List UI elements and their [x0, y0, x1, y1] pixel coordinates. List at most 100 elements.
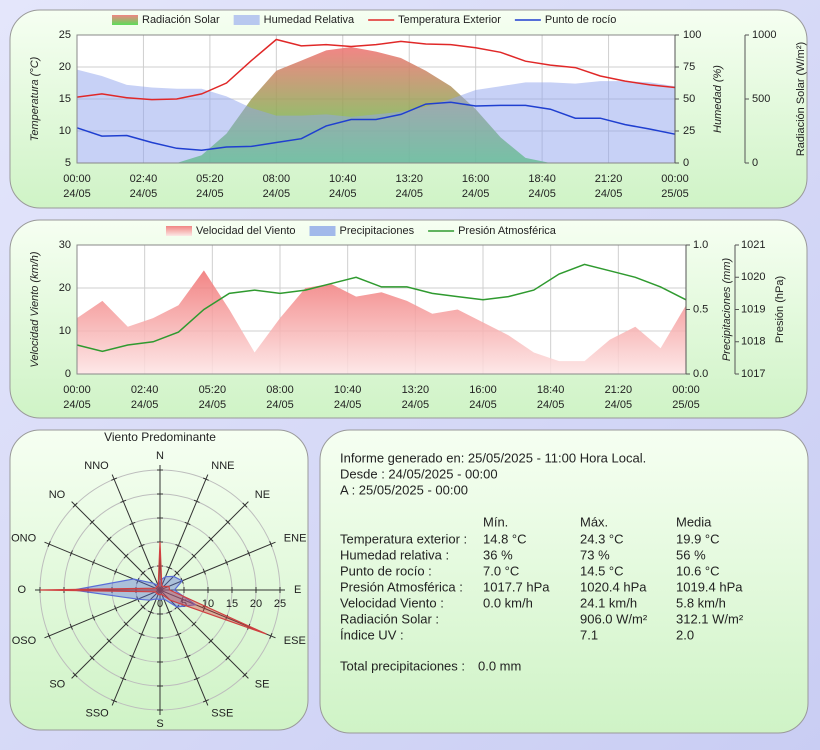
- x-tick-label: 08:00: [266, 384, 294, 396]
- x-tick-label: 25/05: [661, 188, 689, 200]
- spoke-tick: [208, 638, 214, 644]
- spoke: [159, 474, 209, 591]
- spoke-tick: [123, 621, 129, 627]
- x-tick-label: 10:40: [329, 173, 357, 185]
- spoke-tick: [147, 566, 154, 570]
- spoke-tick: [106, 536, 112, 542]
- direction-label: OSO: [12, 635, 37, 647]
- axis-title: Humedad (%): [712, 65, 724, 133]
- legend-label: Presión Atmosférica: [458, 225, 557, 237]
- spoke-tick: [69, 550, 73, 557]
- y-tick-label: 1018: [741, 336, 765, 348]
- x-tick-label: 24/05: [131, 399, 159, 411]
- axis-title: Radiación Solar (W/m²): [795, 42, 807, 156]
- y-tick-label: 10: [59, 125, 71, 137]
- y-tick-label: 10: [59, 325, 71, 337]
- spoke-tick: [111, 477, 118, 481]
- y-tick-label: 0: [65, 368, 71, 380]
- row-label: Punto de rocío :: [340, 563, 432, 578]
- cell: 14.5 °C: [580, 563, 624, 578]
- spoke: [159, 501, 249, 591]
- direction-label: O: [17, 584, 26, 596]
- spoke-tick: [180, 596, 184, 603]
- x-tick-label: 05:20: [196, 173, 224, 185]
- spoke-tick: [114, 605, 118, 612]
- x-tick-label: 24/05: [469, 399, 497, 411]
- spoke-tick: [129, 654, 136, 659]
- spoke-tick: [47, 632, 51, 639]
- cell: 1020.4 hPa: [580, 579, 647, 594]
- spoke-tick: [175, 544, 182, 548]
- x-tick-label: 00:00: [63, 384, 91, 396]
- x-tick-label: 24/05: [605, 399, 633, 411]
- y-tick-label: 100: [683, 29, 701, 41]
- x-tick-label: 18:40: [537, 384, 565, 396]
- spoke-tick: [247, 550, 251, 557]
- x-tick-label: 21:20: [595, 173, 623, 185]
- x-tick-label: 13:20: [402, 384, 430, 396]
- total-value: 0.0 mm: [478, 658, 521, 673]
- spoke-tick: [123, 553, 129, 559]
- y-tick-label: 30: [59, 239, 71, 251]
- spoke-tick: [191, 553, 197, 559]
- row-label: Radiación Solar :: [340, 611, 439, 626]
- direction-label: E: [294, 584, 301, 596]
- cell: 2.0: [676, 627, 694, 642]
- direction-label: NO: [49, 489, 66, 501]
- spoke-tick: [225, 519, 231, 525]
- spoke-tick: [269, 541, 273, 548]
- cell: 73 %: [580, 547, 610, 562]
- spoke-tick: [202, 699, 209, 703]
- spoke-tick: [193, 499, 200, 503]
- y-tick-label: 5: [65, 157, 71, 169]
- axis-title: Precipitaciones (mm): [721, 258, 733, 362]
- cell: 24.3 °C: [580, 531, 624, 546]
- x-tick-label: 25/05: [672, 399, 700, 411]
- spoke-tick: [106, 638, 112, 644]
- direction-label: SSE: [211, 708, 233, 720]
- cell: 5.8 km/h: [676, 595, 726, 610]
- y-tick-label: 1000: [752, 29, 776, 41]
- report-from: Desde : 24/05/2025 - 00:00: [340, 466, 498, 481]
- x-tick-label: 18:40: [528, 173, 556, 185]
- spoke-tick: [166, 610, 173, 614]
- chart-title: Viento Predominante: [104, 430, 216, 444]
- y-tick-label: 15: [59, 93, 71, 105]
- cell: 7.0 °C: [483, 563, 519, 578]
- direction-label: ONO: [11, 533, 37, 545]
- x-tick-label: 24/05: [334, 399, 362, 411]
- axis-title: Temperatura (°C): [29, 56, 41, 141]
- spoke-tick: [89, 519, 95, 525]
- spoke: [159, 589, 209, 706]
- legend-label: Precipitaciones: [340, 225, 415, 237]
- spoke-tick: [136, 577, 140, 584]
- legend-label: Radiación Solar: [142, 14, 220, 26]
- spoke-tick: [166, 566, 173, 570]
- direction-label: NE: [255, 489, 270, 501]
- column-header: Mín.: [483, 514, 508, 529]
- legend-label: Temperatura Exterior: [398, 14, 501, 26]
- y-tick-label: 20: [59, 282, 71, 294]
- spoke: [111, 589, 161, 706]
- spoke-tick: [91, 614, 96, 621]
- spoke-tick: [247, 623, 251, 630]
- y-tick-label: 500: [752, 93, 770, 105]
- line: [76, 101, 676, 151]
- spoke: [71, 501, 161, 591]
- y-tick-label: 20: [59, 61, 71, 73]
- spoke: [44, 541, 161, 591]
- report-generated: Informe generado en: 25/05/2025 - 11:00 …: [340, 450, 646, 465]
- spoke-tick: [140, 570, 146, 576]
- cell: 10.6 °C: [676, 563, 720, 578]
- spoke: [44, 589, 161, 639]
- row-label: Velocidad Viento :: [340, 595, 444, 610]
- spoke-tick: [242, 502, 248, 508]
- spoke-tick: [191, 621, 197, 627]
- x-tick-label: 00:00: [63, 173, 91, 185]
- x-tick-label: 02:40: [130, 173, 158, 185]
- x-tick-label: 13:20: [395, 173, 423, 185]
- direction-label: SSO: [85, 708, 109, 720]
- x-tick-label: 24/05: [263, 188, 291, 200]
- spoke-tick: [47, 541, 51, 548]
